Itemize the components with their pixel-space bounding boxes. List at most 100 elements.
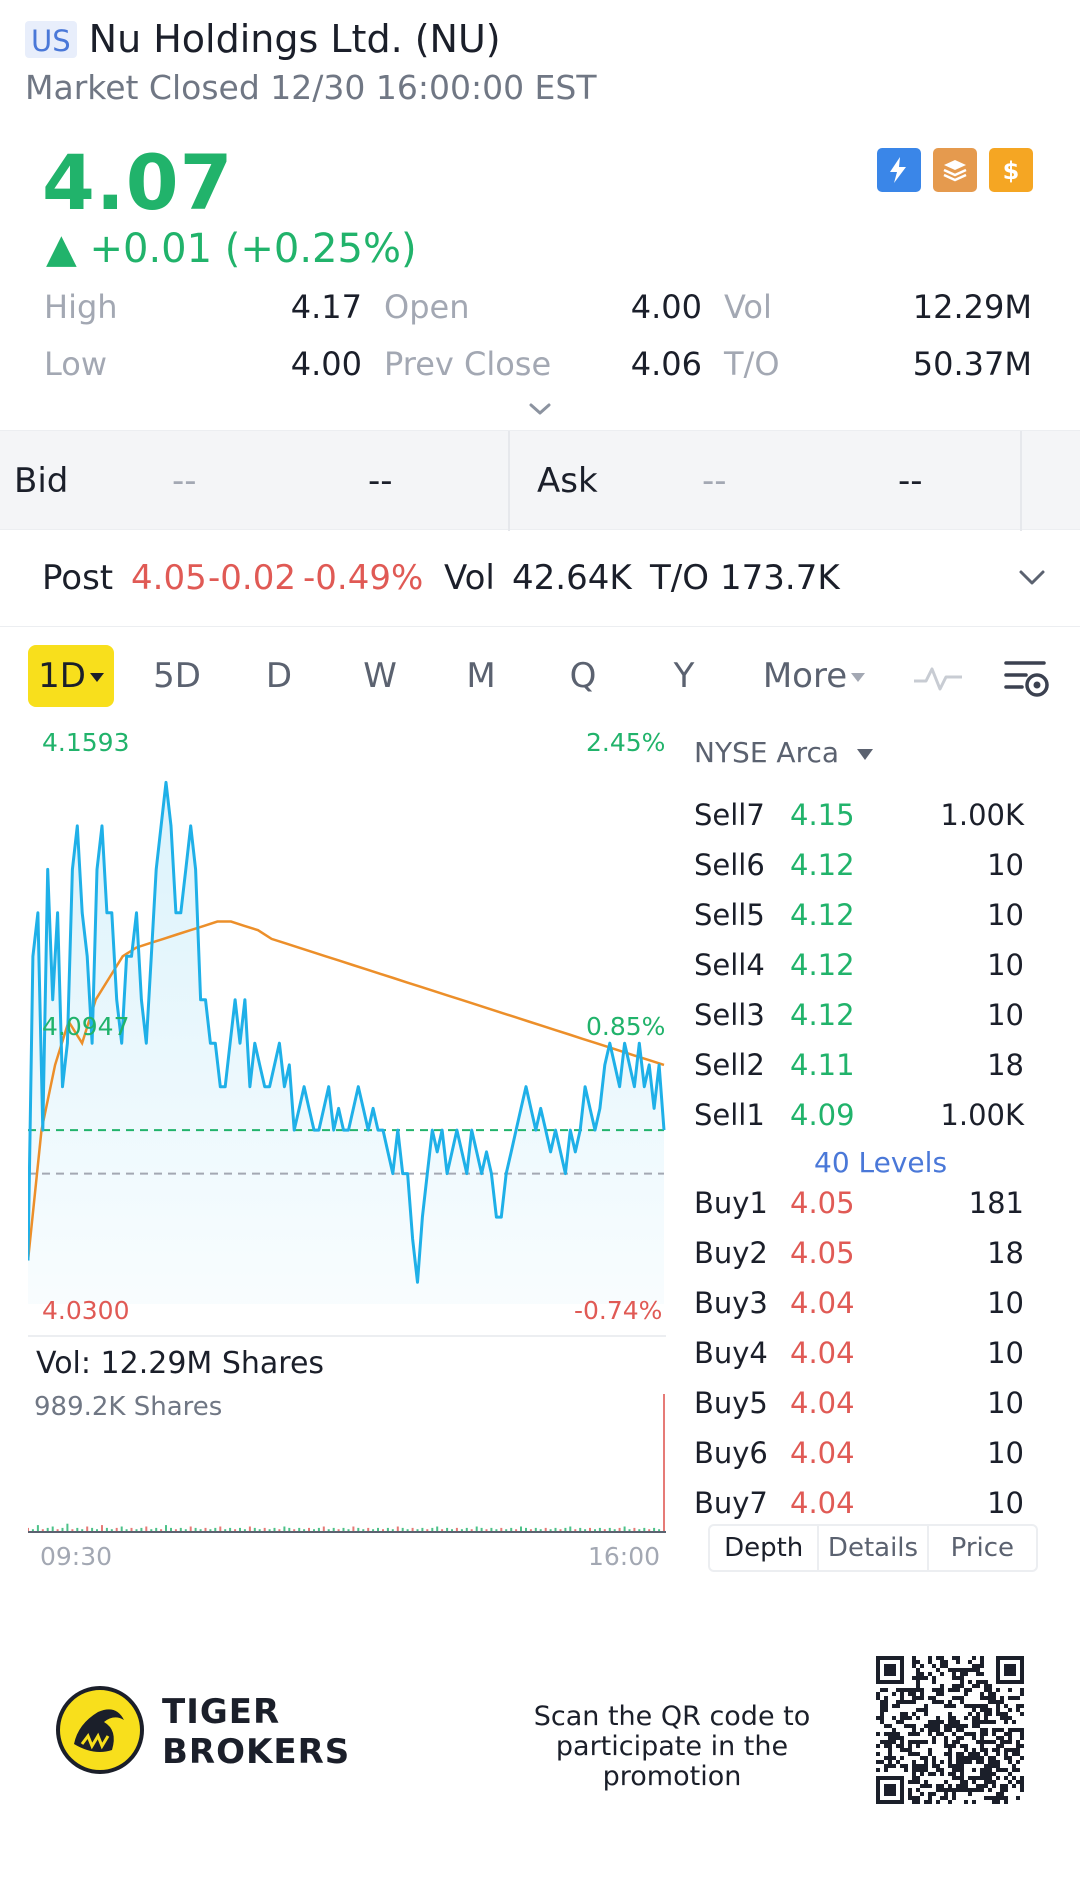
bid-ask-divider <box>508 431 510 531</box>
low-value: 4.00 <box>290 345 362 383</box>
buy-row[interactable]: Buy4 4.04 10 <box>694 1336 1024 1376</box>
stack-icon[interactable] <box>933 148 977 192</box>
post-market-bar[interactable]: Post 4.05 -0.02 -0.49% Vol 42.64K T/O 17… <box>0 532 1080 627</box>
sell-row[interactable]: Sell2 4.11 18 <box>694 1048 1024 1088</box>
depth-level-price: 4.12 <box>790 848 855 882</box>
volume-bar <box>81 1529 84 1532</box>
volume-bar <box>71 1529 74 1532</box>
volume-bar <box>239 1527 241 1532</box>
volume-bar <box>140 1527 143 1532</box>
depth-level-qty: 10 <box>987 998 1024 1032</box>
volume-bar <box>490 1527 493 1532</box>
volume-bar <box>209 1529 212 1532</box>
post-to: 173.7K <box>720 558 840 598</box>
tab-q[interactable]: Q <box>569 656 597 696</box>
feature-icons: $ <box>877 148 1033 192</box>
expand-stats-chevron-down-icon[interactable] <box>528 398 552 422</box>
promo-text: Scan the QR code to participate in the p… <box>533 1701 811 1792</box>
post-change: -0.02 <box>208 558 296 598</box>
price-line <box>26 780 666 1284</box>
volume-bar <box>313 1529 315 1532</box>
volume-bar <box>431 1527 434 1532</box>
volume-bar <box>66 1523 69 1532</box>
volume-title: Vol: 12.29M Shares <box>36 1346 325 1381</box>
last-price: 4.07 <box>42 138 234 227</box>
ask-price: -- <box>702 461 727 501</box>
low-label: Low <box>44 345 108 383</box>
indicator-icon[interactable] <box>912 663 964 693</box>
volume-bar <box>465 1527 468 1532</box>
volume-bar <box>273 1527 276 1532</box>
tab-5d[interactable]: 5D <box>153 656 201 696</box>
sell-row[interactable]: Sell4 4.12 10 <box>694 948 1024 988</box>
volume-bar <box>327 1529 330 1532</box>
volume-bar <box>579 1527 582 1532</box>
volume-bar <box>224 1529 227 1532</box>
tab-y[interactable]: Y <box>673 656 695 696</box>
volume-bar <box>234 1529 237 1532</box>
volume-bar <box>520 1526 522 1532</box>
volume-bar <box>96 1529 98 1532</box>
settings-icon[interactable] <box>1004 657 1050 701</box>
intraday-chart[interactable] <box>26 728 666 1568</box>
volume-bar <box>293 1529 296 1532</box>
buy-row[interactable]: Buy1 4.05 181 <box>694 1186 1024 1226</box>
volume-bar <box>623 1526 626 1532</box>
bid-size: -- <box>368 461 393 501</box>
post-expand-chevron-down-icon[interactable] <box>1018 568 1046 588</box>
qr-code-icon[interactable] <box>876 1656 1024 1804</box>
sell-row[interactable]: Sell7 4.15 1.00K <box>694 798 1024 838</box>
volume-bar <box>332 1527 335 1532</box>
volume-bar <box>436 1526 439 1532</box>
bid-ask-divider-right <box>1020 431 1022 531</box>
svg-text:$: $ <box>1003 157 1020 185</box>
volume-bar <box>337 1529 340 1532</box>
buy-row[interactable]: Buy2 4.05 18 <box>694 1236 1024 1276</box>
depth-level-price: 4.05 <box>790 1186 855 1220</box>
volume-bar <box>288 1527 291 1532</box>
tab-1d[interactable]: 1D <box>28 645 114 707</box>
volume-bar <box>589 1527 591 1532</box>
turnover-label: T/O <box>724 345 780 383</box>
tab-more[interactable]: More <box>758 645 870 707</box>
volume-bar <box>174 1529 177 1532</box>
tab-price[interactable]: Price <box>950 1533 1015 1563</box>
sell-row[interactable]: Sell6 4.12 10 <box>694 848 1024 888</box>
volume-bar <box>51 1526 54 1532</box>
volume-bar <box>170 1527 172 1532</box>
volume-bar <box>510 1527 513 1532</box>
volume-bar <box>485 1529 488 1532</box>
volume-bar <box>554 1527 557 1532</box>
tab-depth[interactable]: Depth <box>710 1526 820 1570</box>
sell-row[interactable]: Sell1 4.09 1.00K <box>694 1098 1024 1138</box>
buy-row[interactable]: Buy3 4.04 10 <box>694 1286 1024 1326</box>
period-tabs: 1D 5D D W M Q Y More <box>0 645 1080 711</box>
sell-row[interactable]: Sell3 4.12 10 <box>694 998 1024 1038</box>
depth-level-label: Sell4 <box>694 948 765 982</box>
bolt-icon[interactable] <box>877 148 921 192</box>
buy-row[interactable]: Buy5 4.04 10 <box>694 1386 1024 1426</box>
volume-bar <box>204 1527 207 1532</box>
depth-level-qty: 1.00K <box>940 798 1024 832</box>
depth-tabs: Depth Details Price <box>708 1524 1038 1572</box>
volume-bar <box>31 1529 34 1532</box>
depth-level-label: Sell3 <box>694 998 765 1032</box>
buy-row[interactable]: Buy6 4.04 10 <box>694 1436 1024 1476</box>
volume-bar <box>648 1529 651 1532</box>
tab-d[interactable]: D <box>265 656 293 696</box>
dollar-icon[interactable]: $ <box>989 148 1033 192</box>
open-value: 4.00 <box>630 288 702 326</box>
exchange-selector[interactable]: NYSE Arca <box>694 736 874 769</box>
levels-link[interactable]: 40 Levels <box>814 1146 948 1179</box>
buy-row[interactable]: Buy7 4.04 10 <box>694 1486 1024 1526</box>
prev-close-label: Prev Close <box>384 345 552 383</box>
depth-level-price: 4.12 <box>790 948 855 982</box>
tab-m[interactable]: M <box>466 656 496 696</box>
tab-w[interactable]: W <box>363 656 397 696</box>
depth-level-price: 4.04 <box>790 1386 855 1420</box>
tab-details[interactable]: Details <box>819 1526 929 1570</box>
volume-bar <box>401 1527 404 1532</box>
sell-row[interactable]: Sell5 4.12 10 <box>694 898 1024 938</box>
turnover-value: 50.37M <box>912 345 1032 383</box>
volume-bar <box>460 1529 463 1532</box>
